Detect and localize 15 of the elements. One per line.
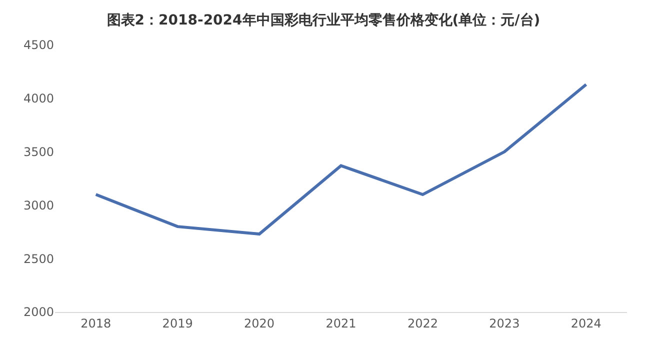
y-tick-label: 3000 bbox=[23, 198, 54, 212]
y-tick-label: 2500 bbox=[23, 252, 54, 266]
x-tick-label: 2024 bbox=[570, 316, 602, 330]
x-tick-label: 2018 bbox=[80, 316, 112, 330]
chart-title: 图表2：2018-2024年中国彩电行业平均零售价格变化(单位：元/台) bbox=[106, 11, 540, 28]
y-tick-label: 4500 bbox=[23, 38, 54, 52]
x-tick-label: 2019 bbox=[162, 316, 193, 330]
x-tick-label: 2020 bbox=[244, 316, 275, 330]
line-series bbox=[94, 83, 588, 236]
x-tick-label: 2022 bbox=[407, 316, 438, 330]
y-tick-label: 4000 bbox=[23, 92, 54, 106]
y-tick-label: 3500 bbox=[23, 145, 54, 159]
x-tick-label: 2021 bbox=[326, 316, 356, 330]
y-tick-label: 2000 bbox=[23, 305, 54, 320]
x-tick-label: 2023 bbox=[489, 316, 520, 330]
